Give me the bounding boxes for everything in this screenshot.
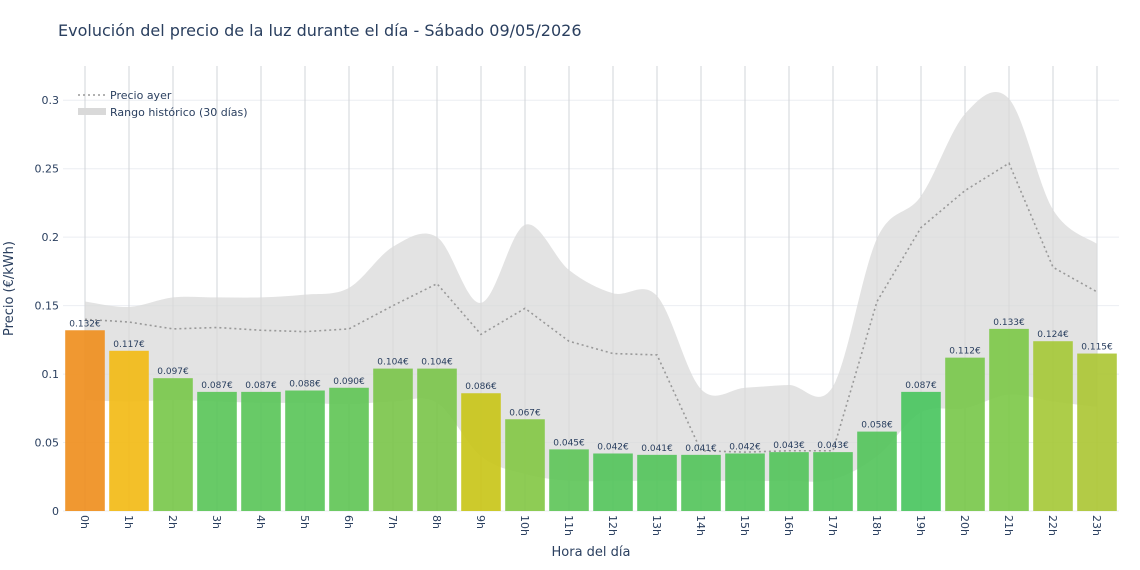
price-bar — [417, 368, 457, 511]
x-axis-ticks: 0h 1h 2h 3h 4h 5h 6h 7h 8h 9h 10h 11h 12h 13h 14h 15h 16… — [78, 515, 1103, 536]
bar-value-label: 0.043€ — [773, 441, 805, 451]
price-bar — [857, 431, 897, 511]
bar-value-label: 0.104€ — [421, 358, 453, 368]
bar-value-label: 0.042€ — [597, 442, 629, 452]
x-tick-label: 1h — [122, 515, 135, 529]
y-tick-label: 0.25 — [35, 163, 60, 176]
price-bar — [109, 350, 149, 511]
price-bar — [901, 391, 941, 511]
bar-value-label: 0.112€ — [949, 347, 981, 357]
x-tick-label: 7h — [386, 515, 399, 529]
x-tick-label: 5h — [298, 515, 311, 529]
x-tick-label: 3h — [210, 515, 223, 529]
price-bar — [989, 328, 1029, 511]
x-tick-label: 13h — [650, 515, 663, 536]
yesterday-price-line — [84, 162, 1098, 453]
historic-range-area — [85, 92, 1097, 482]
x-tick-label: 15h — [738, 515, 751, 536]
x-axis-title: Hora del día — [552, 545, 631, 560]
y-tick-label: 0.05 — [35, 437, 60, 450]
price-bar — [593, 453, 633, 511]
price-bar — [329, 387, 369, 511]
y-tick-label: 0.2 — [42, 231, 60, 244]
bar-value-label: 0.124€ — [1037, 330, 1069, 340]
price-bar — [373, 368, 413, 511]
x-tick-label: 19h — [914, 515, 927, 536]
legend: Precio ayer Rango histórico (30 días) — [78, 89, 248, 119]
x-tick-label: 12h — [606, 515, 619, 536]
bar-value-label: 0.133€ — [993, 318, 1025, 328]
bar-value-label: 0.088€ — [289, 380, 321, 390]
bar-value-label: 0.058€ — [861, 421, 893, 431]
yesterday-line-path — [84, 162, 1098, 453]
x-tick-label: 0h — [78, 515, 91, 529]
bar-value-label: 0.045€ — [553, 438, 585, 448]
y-axis-title: Precio (€/kWh) — [2, 241, 17, 336]
y-axis-ticks: 0 0.05 0.1 0.15 0.2 0.25 0.3 — [35, 94, 60, 518]
x-tick-label: 18h — [870, 515, 883, 536]
bar-value-label: 0.132€ — [69, 319, 101, 329]
x-tick-label: 14h — [694, 515, 707, 536]
bar-value-labels: 0.132€ 0.117€ 0.097€ 0.087€ 0.087€ 0.088€ 0.09… — [69, 318, 1113, 454]
price-bar — [461, 393, 501, 511]
x-tick-label: 10h — [518, 515, 531, 536]
bar-value-label: 0.087€ — [201, 381, 233, 391]
bar-value-label: 0.043€ — [817, 441, 849, 451]
price-bar — [153, 378, 193, 511]
x-tick-label: 20h — [958, 515, 971, 536]
x-tick-label: 9h — [474, 515, 487, 529]
price-bar — [1077, 353, 1117, 511]
price-bar — [1033, 341, 1073, 511]
x-tick-label: 6h — [342, 515, 355, 529]
price-bar — [725, 453, 765, 511]
price-bar — [549, 449, 589, 511]
x-tick-label: 16h — [782, 515, 795, 536]
x-tick-label: 8h — [430, 515, 443, 529]
x-tick-label: 4h — [254, 515, 267, 529]
bar-value-label: 0.086€ — [465, 382, 497, 392]
bar-value-label: 0.042€ — [729, 442, 761, 452]
price-bar — [65, 330, 105, 511]
y-tick-label: 0.3 — [42, 94, 60, 107]
bar-value-label: 0.087€ — [245, 381, 277, 391]
x-tick-label: 22h — [1046, 515, 1059, 536]
price-bar — [813, 452, 853, 511]
x-tick-label: 11h — [562, 515, 575, 536]
bar-value-label: 0.041€ — [641, 444, 673, 454]
bar-value-label: 0.117€ — [113, 340, 145, 350]
bar-value-label: 0.104€ — [377, 358, 409, 368]
x-tick-label: 23h — [1090, 515, 1103, 536]
price-bar — [945, 357, 985, 511]
price-bar — [505, 419, 545, 511]
price-bar — [637, 454, 677, 511]
price-bars — [65, 328, 1117, 511]
price-bar — [285, 390, 325, 511]
legend-entry-yesterday: Precio ayer — [110, 89, 172, 102]
price-bar — [197, 391, 237, 511]
bar-value-label: 0.067€ — [509, 408, 541, 418]
legend-entry-historic: Rango histórico (30 días) — [110, 106, 248, 119]
x-tick-label: 17h — [826, 515, 839, 536]
price-bar — [681, 454, 721, 511]
bar-value-label: 0.097€ — [157, 367, 189, 377]
y-tick-label: 0.1 — [42, 368, 60, 381]
price-bar — [241, 391, 281, 511]
bar-value-label: 0.090€ — [333, 377, 365, 387]
price-bar — [769, 452, 809, 511]
bar-value-label: 0.041€ — [685, 444, 717, 454]
bar-value-label: 0.115€ — [1081, 343, 1113, 353]
legend-band-swatch — [78, 108, 106, 115]
y-tick-label: 0.15 — [35, 300, 60, 313]
bar-value-label: 0.087€ — [905, 381, 937, 391]
y-tick-label: 0 — [52, 505, 59, 518]
chart-title: Evolución del precio de la luz durante e… — [58, 21, 582, 40]
historic-range-band — [85, 92, 1097, 482]
x-tick-label: 21h — [1002, 515, 1015, 536]
x-tick-label: 2h — [166, 515, 179, 529]
